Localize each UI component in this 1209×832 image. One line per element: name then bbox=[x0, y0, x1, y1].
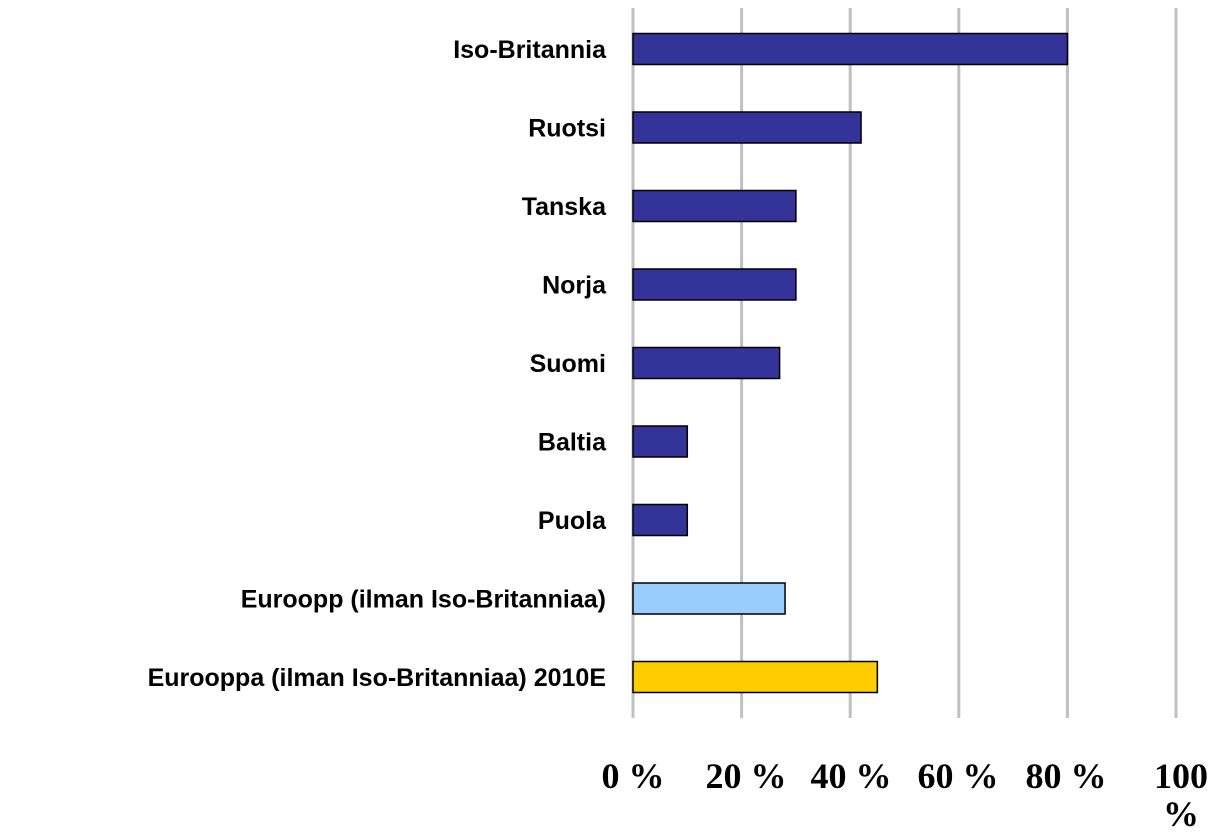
x-tick-label-2: 40 % bbox=[811, 756, 892, 796]
bar-2 bbox=[632, 189, 797, 223]
bar-6 bbox=[632, 503, 689, 537]
bar-5 bbox=[632, 425, 689, 458]
category-label-3: Norja bbox=[542, 272, 607, 300]
x-tick-label-1: 20 % bbox=[706, 756, 787, 796]
category-label-6: Puola bbox=[538, 507, 607, 535]
category-labels: Iso-Britannia Ruotsi Tanska Norja Suomi Balti… bbox=[148, 36, 608, 692]
category-label-2: Tanska bbox=[522, 193, 607, 221]
bar-1 bbox=[632, 111, 862, 144]
x-tick-label-5: 100% bbox=[1154, 756, 1208, 832]
category-label-1: Ruotsi bbox=[528, 115, 606, 143]
category-label-7: Euroopp (ilman Iso-Britanniaa) bbox=[241, 586, 606, 614]
category-label-4: Suomi bbox=[530, 350, 606, 378]
x-tick-labels: 0 % 20 % 40 % 60 % 80 % 100% bbox=[602, 756, 1209, 832]
bars bbox=[632, 32, 1069, 694]
x-tick-label-3: 60 % bbox=[918, 756, 999, 796]
x-tick-label-0: 0 % bbox=[602, 756, 665, 796]
category-label-5: Baltia bbox=[538, 429, 607, 457]
category-label-0: Iso-Britannia bbox=[453, 36, 607, 64]
category-label-8: Eurooppa (ilman Iso-Britanniaa) 2010E bbox=[148, 664, 606, 692]
bar-0 bbox=[632, 32, 1069, 66]
bar-4 bbox=[632, 346, 781, 380]
x-tick-label-4: 80 % bbox=[1026, 756, 1107, 796]
bar-8 bbox=[632, 660, 879, 694]
bar-3 bbox=[632, 268, 797, 301]
bar-7 bbox=[632, 582, 786, 615]
